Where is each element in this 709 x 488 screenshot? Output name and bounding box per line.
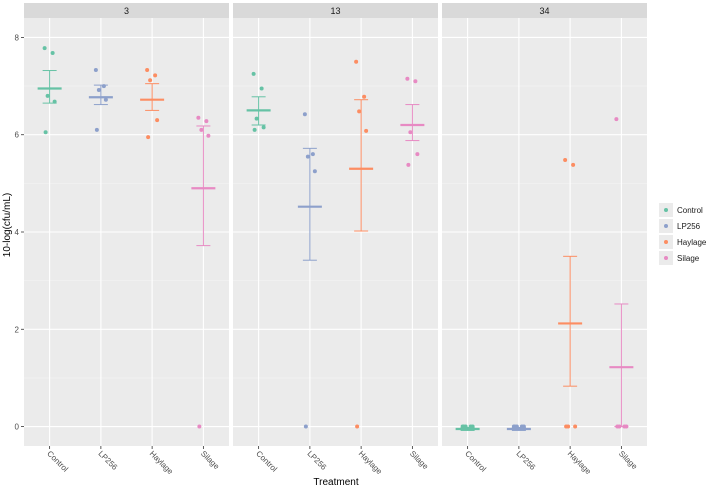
x-tick-label: Haylage [566,449,594,477]
data-point [197,424,202,429]
data-point [42,46,47,51]
legend-item-control: Control [659,203,703,217]
data-point [103,97,108,102]
legend-item-lp256: LP256 [659,219,701,233]
facet-strip [233,3,438,18]
data-point [573,424,578,429]
group-control [37,46,62,135]
y-axis-title: 10-log(cfu/mL) [2,193,13,257]
facet-panel-34: 34 Control LP256 Haylage Silage [442,3,647,477]
y-tick-label: 0 [15,423,20,432]
facet-strip-label: 13 [330,6,340,16]
data-point [305,154,310,159]
legend-marker [664,240,668,244]
data-point [362,94,367,99]
legend-marker [664,224,668,228]
facet-panel-13: 13 Control LP256 Haylage Silage [233,3,438,477]
group-control [455,424,480,431]
facet-panel-3: 3 Control LP256 Haylage Silage [24,3,229,477]
data-point [204,119,209,124]
x-tick-label: Control [254,449,279,474]
legend-marker [664,256,668,260]
data-point [355,424,360,429]
data-point [199,127,204,132]
data-point [148,78,153,83]
x-tick-label: Silage [199,449,221,471]
group-silage [609,117,634,429]
facet-strip [24,3,229,18]
x-tick-label: Control [463,449,488,474]
data-point [415,152,420,157]
data-point [94,127,99,132]
y-tick-label: 2 [15,325,20,334]
data-point [145,68,150,73]
x-tick-label: Silage [617,449,639,471]
data-point [312,169,317,174]
x-axis-title: Treatment [313,477,358,488]
data-point [571,162,576,167]
data-point [45,93,50,98]
legend: Control LP256 Haylage Silage [659,203,707,265]
data-point [357,109,362,114]
group-control [246,71,271,132]
legend-label: Control [677,206,703,215]
y-tick-label: 4 [15,228,20,237]
legend-label: Haylage [677,238,707,247]
x-tick-label: Control [45,449,70,474]
legend-item-haylage: Haylage [659,235,707,249]
data-point [146,135,151,140]
legend-item-silage: Silage [659,251,700,265]
data-point [408,130,413,135]
facet-strip-label: 3 [124,6,129,16]
data-point [303,424,308,429]
group-haylage [349,59,374,429]
x-tick-label: LP256 [514,449,537,472]
data-point [252,127,257,132]
data-point [254,116,259,121]
group-haylage [558,158,583,429]
data-point [50,51,55,56]
x-tick-label: LP256 [305,449,328,472]
facet-strip-label: 34 [539,6,549,16]
group-lp256 [506,424,531,431]
data-point [93,68,98,73]
data-point [302,112,307,117]
data-point [155,118,160,123]
group-silage [400,76,425,167]
group-lp256 [297,112,322,429]
data-point [251,71,256,76]
x-tick-label: Haylage [148,449,176,477]
facet-strip [442,3,647,18]
data-point [413,79,418,84]
x-tick-label: Haylage [357,449,385,477]
legend-label: Silage [677,254,700,263]
data-point [96,87,101,92]
data-point [310,152,315,157]
data-point [206,133,211,138]
data-point [196,115,201,120]
data-point [354,59,359,64]
data-point [259,86,264,91]
data-point [261,125,266,130]
y-tick-label: 8 [15,33,20,42]
data-point [405,76,410,81]
x-tick-label: Silage [408,449,430,471]
axes-layer: 0 2 4 6 8 [15,33,24,432]
x-tick-label: LP256 [96,449,119,472]
legend-label: LP256 [677,222,701,231]
y-tick-label: 6 [15,131,20,140]
group-haylage [140,68,165,140]
data-point [564,424,569,429]
group-silage [191,115,216,429]
data-point [153,73,158,78]
data-point [563,158,568,163]
panels-layer: 3 Control LP256 Haylage Silage 13 Control LP256… [24,3,647,477]
data-point [43,130,48,135]
data-point [364,128,369,133]
data-point [406,162,411,167]
group-lp256 [88,68,113,132]
data-point [614,117,619,122]
legend-marker [664,208,668,212]
